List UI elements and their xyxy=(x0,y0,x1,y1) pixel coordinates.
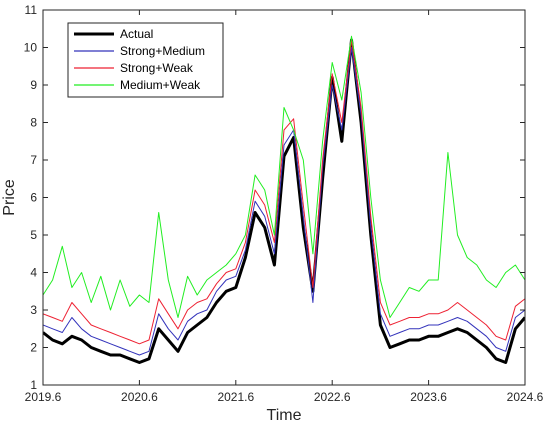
y-tick-label: 1 xyxy=(30,378,37,392)
series-line-strong-medium xyxy=(43,47,525,356)
legend: Actual Strong+Medium Strong+Weak Medium+Wea… xyxy=(67,22,224,98)
x-tick-label: 2022.6 xyxy=(314,390,351,404)
x-tick-label: 2024.6 xyxy=(507,390,544,404)
legend-label-medium-weak: Medium+Weak xyxy=(120,78,201,92)
series-line-medium-weak xyxy=(43,35,525,318)
x-axis: 2019.6 2020.6 2021.6 2022.6 2023.6 2024.6 xyxy=(25,10,544,404)
y-tick-label: 2 xyxy=(30,341,37,355)
y-tick-label: 6 xyxy=(30,191,37,205)
series-group xyxy=(43,35,525,364)
series-line-actual xyxy=(43,38,525,364)
x-axis-label: Time xyxy=(267,407,302,424)
x-tick-label: 2023.6 xyxy=(410,390,447,404)
legend-label-strong-medium: Strong+Medium xyxy=(120,44,205,58)
legend-label-actual: Actual xyxy=(120,27,153,41)
y-axis-label: Price xyxy=(1,179,18,216)
y-tick-label: 7 xyxy=(30,153,37,167)
y-tick-label: 8 xyxy=(30,116,37,130)
y-tick-label: 3 xyxy=(30,303,37,317)
x-tick-label: 2021.6 xyxy=(217,390,254,404)
y-axis: 1 2 3 4 5 6 7 8 9 10 11 xyxy=(24,3,525,392)
x-tick-label: 2019.6 xyxy=(25,390,62,404)
series-line-strong-weak xyxy=(43,39,525,345)
legend-label-strong-weak: Strong+Weak xyxy=(120,61,194,75)
y-tick-label: 5 xyxy=(30,228,37,242)
y-tick-label: 10 xyxy=(24,41,38,55)
y-tick-label: 9 xyxy=(30,78,37,92)
y-tick-label: 4 xyxy=(30,266,37,280)
x-tick-label: 2020.6 xyxy=(121,390,158,404)
y-tick-label: 11 xyxy=(25,3,38,17)
